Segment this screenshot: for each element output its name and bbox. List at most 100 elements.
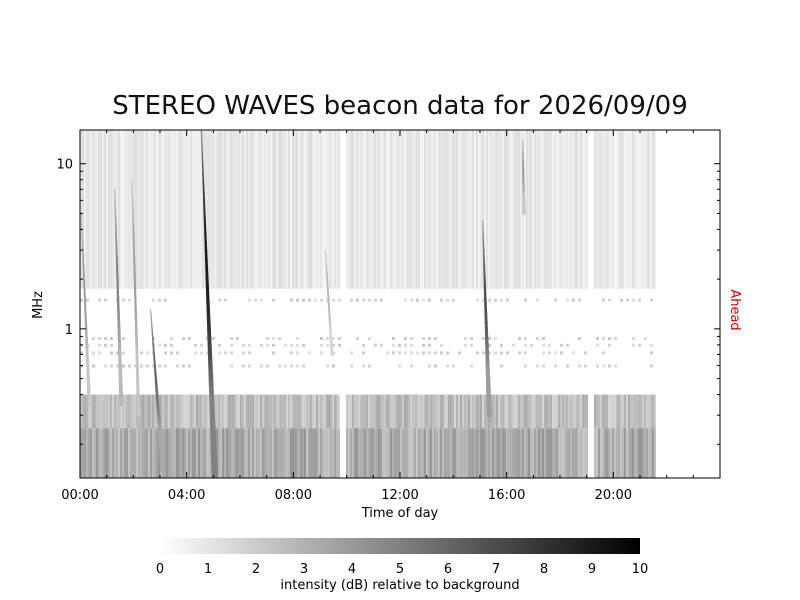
bg-hf-column [302, 130, 304, 289]
bg-hf-column [586, 130, 588, 289]
colorbar-tick-label: 4 [348, 562, 356, 577]
bg-lf-column [272, 394, 274, 429]
bg-lf-column [628, 428, 630, 478]
bg-channel-streak [632, 337, 635, 341]
bg-hf-column [600, 130, 602, 289]
bg-channel-streak [326, 337, 329, 341]
bg-hf-column [144, 130, 146, 289]
radio-burst [522, 138, 526, 216]
bg-lf-column [148, 428, 150, 478]
bg-hf-column [326, 130, 328, 289]
bg-lf-column [578, 428, 580, 478]
bg-lf-column [360, 428, 362, 478]
bg-channel-streak [158, 298, 161, 302]
bg-channel-streak [170, 343, 173, 347]
bg-hf-column [146, 130, 148, 289]
bg-lf-column [496, 428, 498, 478]
bg-hf-column [394, 130, 396, 289]
bg-channel-streak [146, 351, 149, 355]
bg-channel-streak [602, 298, 605, 302]
bg-channel-streak [338, 337, 341, 341]
bg-hf-column [158, 130, 160, 289]
bg-hf-column [266, 130, 268, 289]
bg-lf-column [332, 428, 334, 478]
bg-lf-column [458, 428, 460, 478]
bg-hf-column [550, 130, 552, 289]
bg-lf-column [290, 428, 292, 478]
bg-channel-streak [482, 337, 485, 341]
bg-channel-streak [416, 298, 419, 302]
bg-hf-column [500, 130, 502, 289]
bg-channel-streak [518, 351, 521, 355]
bg-lf-column [580, 428, 582, 478]
bg-lf-column [284, 394, 286, 429]
bg-channel-streak [104, 337, 107, 341]
bg-hf-column [386, 130, 388, 289]
bg-channel-streak [578, 337, 581, 341]
bg-lf-column [208, 428, 210, 478]
bg-lf-column [118, 428, 120, 478]
bg-lf-column [504, 394, 506, 429]
bg-lf-column [556, 394, 558, 429]
bg-lf-column [608, 428, 610, 478]
bg-hf-column [506, 130, 508, 289]
bg-lf-column [246, 428, 248, 478]
bg-lf-column [540, 394, 542, 429]
bg-lf-column [644, 428, 646, 478]
bg-lf-column [202, 394, 204, 429]
bg-lf-column [156, 428, 158, 478]
bg-hf-column [370, 130, 372, 289]
bg-channel-streak [182, 364, 185, 368]
bg-hf-column [236, 130, 238, 289]
bg-lf-column [80, 428, 82, 478]
bg-lf-column [270, 428, 272, 478]
bg-lf-column [92, 394, 94, 429]
bg-channel-streak [368, 298, 371, 302]
bg-lf-column [226, 428, 228, 478]
bg-lf-column [604, 428, 606, 478]
bg-hf-column [416, 130, 418, 289]
bg-hf-column [162, 130, 164, 289]
bg-hf-column [284, 130, 286, 289]
bg-lf-column [296, 394, 298, 429]
bg-channel-streak [260, 298, 263, 302]
bg-lf-column [258, 394, 260, 429]
bg-lf-column [414, 394, 416, 429]
bg-lf-column [266, 394, 268, 429]
bg-lf-column [468, 394, 470, 429]
bg-lf-column [442, 394, 444, 429]
bg-hf-column [442, 130, 444, 289]
bg-lf-column [268, 428, 270, 478]
bg-hf-column [112, 130, 114, 289]
bg-lf-column [524, 428, 526, 478]
bg-channel-streak [578, 298, 581, 302]
bg-lf-column [312, 394, 314, 429]
bg-lf-column [378, 428, 380, 478]
bg-channel-streak [326, 364, 329, 368]
bg-channel-streak [176, 364, 179, 368]
bg-hf-column [320, 130, 322, 289]
bg-lf-column [190, 394, 192, 429]
bg-channel-streak [290, 343, 293, 347]
bg-hf-column [546, 130, 548, 289]
bg-channel-streak [410, 298, 413, 302]
bg-lf-column [220, 394, 222, 429]
bg-channel-streak [290, 298, 293, 302]
bg-channel-streak [326, 298, 329, 302]
bg-lf-column [602, 428, 604, 478]
bg-channel-streak [614, 364, 617, 368]
bg-lf-column [140, 428, 142, 478]
bg-lf-column [98, 394, 100, 429]
bg-hf-column [88, 130, 90, 289]
bg-hf-column [444, 130, 446, 289]
bg-lf-column [190, 428, 192, 478]
bg-channel-streak [350, 351, 353, 355]
bg-channel-streak [470, 343, 473, 347]
bg-lf-column [112, 428, 114, 478]
bg-lf-column [634, 428, 636, 478]
bg-channel-streak [500, 364, 503, 368]
bg-hf-column [168, 130, 170, 289]
bg-lf-column [610, 428, 612, 478]
bg-channel-streak [122, 351, 125, 355]
bg-lf-column [224, 394, 226, 429]
